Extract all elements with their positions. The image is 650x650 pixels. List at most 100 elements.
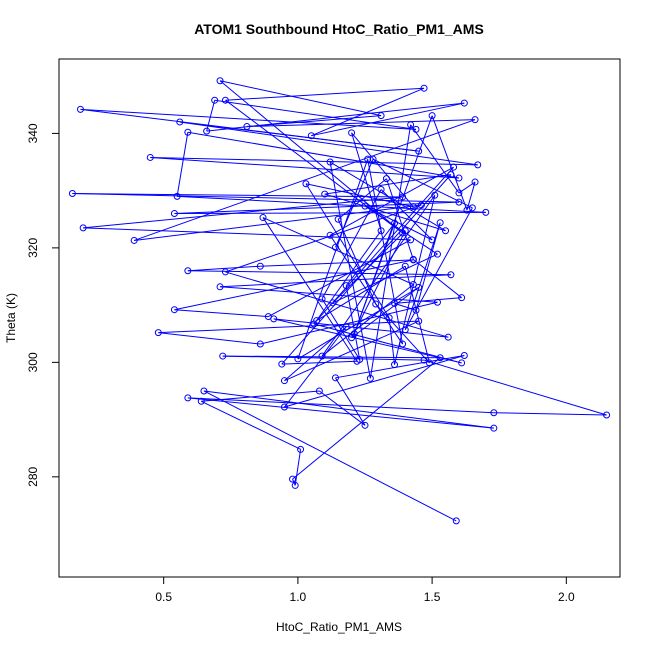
x-axis-label: HtoC_Ratio_PM1_AMS xyxy=(276,620,402,634)
series-segment xyxy=(246,119,476,128)
data-point xyxy=(321,190,329,198)
series-segment xyxy=(297,159,369,360)
data-point xyxy=(490,424,498,432)
data-point xyxy=(401,227,409,235)
series-segment xyxy=(337,219,377,305)
series-segment xyxy=(80,108,419,152)
data-point xyxy=(329,299,337,307)
data-point xyxy=(428,236,436,244)
data-point xyxy=(216,77,224,85)
series-segment xyxy=(273,318,462,364)
series-segment xyxy=(345,285,361,360)
data-point xyxy=(318,295,326,303)
data-point xyxy=(243,123,251,131)
data-point xyxy=(203,127,211,135)
data-point xyxy=(280,377,288,385)
data-point xyxy=(361,202,369,210)
series-segment xyxy=(335,377,366,426)
data-point xyxy=(173,192,181,200)
data-point xyxy=(348,129,356,137)
data-point xyxy=(382,175,390,183)
series-segment xyxy=(321,284,414,357)
data-point xyxy=(385,314,393,322)
data-point xyxy=(420,356,428,364)
y-axis-label: Theta (K) xyxy=(4,293,18,343)
data-point xyxy=(444,333,452,341)
x-tick-label: 1.5 xyxy=(424,590,441,604)
data-point xyxy=(256,262,264,270)
data-point xyxy=(259,214,267,222)
data-point xyxy=(342,282,350,290)
data-point xyxy=(455,174,463,182)
series-segment xyxy=(316,265,406,322)
series-segment xyxy=(410,124,460,194)
x-tick-label: 1.0 xyxy=(290,590,307,604)
data-point xyxy=(176,118,184,126)
series-segment xyxy=(311,87,425,137)
series-segment xyxy=(219,80,403,234)
series-segment xyxy=(176,132,189,197)
series-segment xyxy=(150,156,459,179)
x-tick-label: 2.0 xyxy=(558,590,575,604)
series-segment xyxy=(150,156,478,166)
data-point xyxy=(471,116,479,124)
data-point xyxy=(468,204,476,212)
data-point xyxy=(219,352,227,360)
series-segment xyxy=(203,390,457,522)
data-point xyxy=(297,445,305,453)
data-point xyxy=(307,132,315,140)
data-point xyxy=(315,387,323,395)
data-point xyxy=(278,360,286,368)
data-point xyxy=(460,99,468,107)
data-point xyxy=(302,180,310,188)
data-point xyxy=(334,215,342,223)
data-point xyxy=(270,315,278,323)
data-point xyxy=(216,283,224,291)
data-point xyxy=(79,224,87,232)
series-segment xyxy=(413,258,462,299)
series-segment xyxy=(158,332,261,345)
data-point xyxy=(369,155,377,163)
series-segment xyxy=(201,400,301,450)
series-segment xyxy=(187,397,494,414)
data-point xyxy=(331,374,339,382)
x-tick-label: 0.5 xyxy=(155,590,172,604)
series-segment xyxy=(225,87,425,101)
data-point xyxy=(433,250,441,258)
data-point xyxy=(431,191,439,199)
data-point xyxy=(154,329,162,337)
series-segment xyxy=(158,320,419,334)
data-point xyxy=(184,394,192,402)
series-segment xyxy=(262,217,414,285)
series-segment xyxy=(351,286,419,339)
series-segment xyxy=(83,227,411,241)
data-point xyxy=(313,317,321,325)
data-point xyxy=(450,163,458,171)
data-point xyxy=(318,352,326,360)
data-point xyxy=(294,355,302,363)
data-point xyxy=(412,125,420,133)
data-point xyxy=(377,112,385,120)
data-point xyxy=(490,409,498,417)
data-point xyxy=(417,201,425,209)
y-axis: 280 300 320 340 xyxy=(26,123,60,487)
data-point xyxy=(409,281,417,289)
data-point xyxy=(211,96,219,104)
y-tick-label: 300 xyxy=(26,352,40,372)
series-segment xyxy=(321,189,382,300)
data-point xyxy=(401,326,409,334)
series-segment xyxy=(324,193,446,232)
data-point xyxy=(356,355,364,363)
series-segment xyxy=(187,265,261,272)
series-segment xyxy=(335,158,374,248)
series-segment xyxy=(260,259,414,267)
data-point xyxy=(407,236,415,244)
data-point xyxy=(436,354,444,362)
data-point xyxy=(200,387,208,395)
series-segment xyxy=(404,222,441,330)
series-segment xyxy=(385,178,414,260)
data-point xyxy=(474,161,482,169)
series-segment xyxy=(332,230,406,304)
series-segment xyxy=(174,259,414,311)
